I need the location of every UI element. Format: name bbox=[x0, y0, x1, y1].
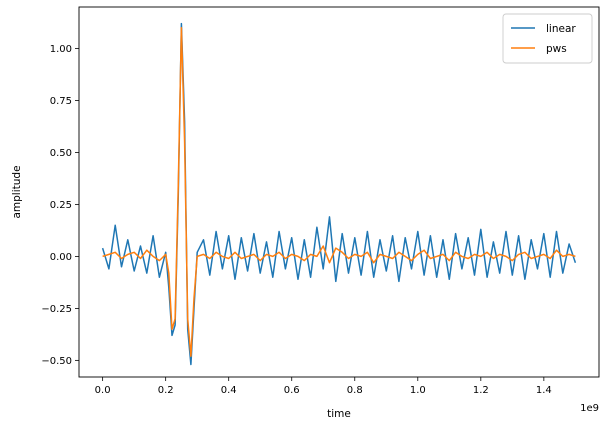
x-axis-label: time bbox=[327, 408, 351, 420]
x-tick-label: 0.8 bbox=[347, 385, 363, 396]
x-tick-label: 0.0 bbox=[95, 385, 111, 396]
y-tick-label: 0.50 bbox=[50, 148, 72, 159]
y-tick-label: 0.75 bbox=[50, 96, 72, 107]
x-tick-label: 0.4 bbox=[221, 385, 237, 396]
legend-label-pws: pws bbox=[546, 43, 567, 55]
y-tick-label: −0.25 bbox=[41, 304, 72, 315]
y-tick-label: 0.25 bbox=[50, 200, 72, 211]
legend-box bbox=[502, 13, 593, 64]
plot-frame bbox=[78, 6, 600, 378]
x-tick-label: 0.6 bbox=[284, 385, 300, 396]
y-axis-label: amplitude bbox=[11, 165, 23, 218]
legend: linear pws bbox=[502, 13, 593, 64]
x-tick-label: 0.2 bbox=[158, 385, 174, 396]
series-line-pws bbox=[102, 27, 576, 357]
ticks-layer: 0.0 0.2 0.4 0.6 0.8 1.0 1.2 1.4 −0.50 −0.25 0.00 0.… bbox=[41, 44, 551, 396]
x-tick-label: 1.0 bbox=[410, 385, 426, 396]
legend-label-linear: linear bbox=[546, 23, 576, 35]
x-offset-label: 1e9 bbox=[580, 403, 599, 414]
y-tick-label: 1.00 bbox=[50, 44, 72, 55]
series-layer bbox=[101, 22, 577, 366]
x-tick-label: 1.4 bbox=[536, 385, 552, 396]
x-tick-label: 1.2 bbox=[473, 385, 489, 396]
y-tick-label: −0.50 bbox=[41, 356, 72, 367]
y-tick-label: 0.00 bbox=[50, 252, 72, 263]
